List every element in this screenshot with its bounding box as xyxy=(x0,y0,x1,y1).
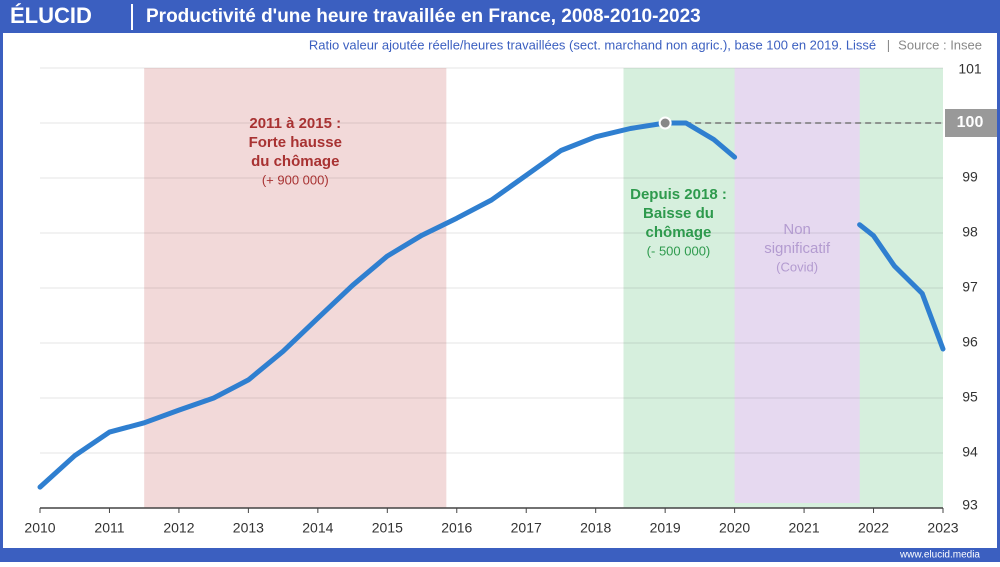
region-label: significatif xyxy=(764,240,831,257)
x-tick-label: 2023 xyxy=(927,520,958,536)
region xyxy=(144,68,447,508)
x-tick-label: 2010 xyxy=(24,520,55,536)
x-tick-label: 2013 xyxy=(233,520,264,536)
y-tick-label: 99 xyxy=(962,169,978,185)
region-label: 2011 à 2015 : xyxy=(249,115,341,132)
x-tick-label: 2011 xyxy=(94,520,124,536)
y-tick-label: 93 xyxy=(962,497,978,513)
y-tick-label: 100 xyxy=(957,114,984,131)
highlight-point xyxy=(658,116,672,130)
x-tick-label: 2016 xyxy=(441,520,472,536)
series-line xyxy=(857,222,946,352)
region-label: Non xyxy=(783,221,811,238)
y-tick-label: 96 xyxy=(962,334,978,350)
x-tick-label: 2021 xyxy=(788,520,819,536)
y-tick-label: 97 xyxy=(962,279,978,295)
subtitle: Ratio valeur ajoutée réelle/heures trava… xyxy=(309,37,876,52)
region-label: Forte hausse xyxy=(249,134,342,151)
x-tick-label: 2022 xyxy=(858,520,889,536)
source: Source : Insee xyxy=(898,37,982,52)
region-label: Depuis 2018 : xyxy=(630,186,727,203)
region-note: (+ 900 000) xyxy=(262,172,329,187)
brand: ÉLUCID xyxy=(10,3,92,28)
region-note: (- 500 000) xyxy=(647,243,711,258)
y-tick-label: 98 xyxy=(962,224,978,240)
y-tick-label: 95 xyxy=(962,389,978,405)
x-tick-label: 2019 xyxy=(650,520,681,536)
x-tick-label: 2018 xyxy=(580,520,611,536)
x-tick-label: 2014 xyxy=(302,520,333,536)
chart-title: Productivité d'une heure travaillée en F… xyxy=(146,6,701,27)
x-tick-label: 2020 xyxy=(719,520,750,536)
footer-bar xyxy=(0,548,1000,562)
y-tick-label: 101 xyxy=(958,61,982,77)
y-tick-highlight xyxy=(945,109,997,137)
y-tick-label: 94 xyxy=(962,444,978,460)
footer-url: www.elucid.media xyxy=(899,550,980,561)
header-bar xyxy=(0,0,1000,33)
region-note: (Covid) xyxy=(776,259,818,274)
x-tick-label: 2012 xyxy=(163,520,194,536)
series-line xyxy=(37,120,738,490)
x-tick-label: 2017 xyxy=(511,520,542,536)
region-label: du chômage xyxy=(251,153,339,170)
separator: | xyxy=(887,37,890,52)
region-label: chômage xyxy=(646,224,712,241)
region-label: Baisse du xyxy=(643,205,714,222)
x-tick-label: 2015 xyxy=(372,520,403,536)
region xyxy=(734,68,860,503)
